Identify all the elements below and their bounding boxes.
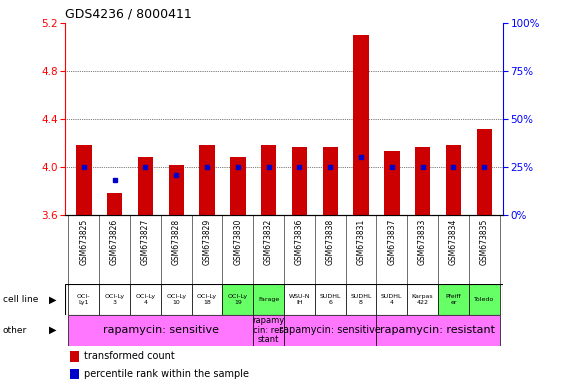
Bar [253,284,284,315]
Text: OCI-Ly
4: OCI-Ly 4 [135,294,156,305]
Text: GSM673838: GSM673838 [325,218,335,265]
Bar [70,369,80,379]
Bar [477,129,492,215]
Text: GSM673827: GSM673827 [141,218,150,265]
Text: GSM673825: GSM673825 [80,218,88,265]
Text: GSM673829: GSM673829 [203,218,211,265]
Text: Karpas
422: Karpas 422 [412,294,433,305]
Bar [137,157,153,215]
Bar [415,147,431,215]
Bar [68,315,253,346]
Text: rapamycin: sensitive: rapamycin: sensitive [103,325,219,335]
Bar [169,165,184,215]
Text: SUDHL
4: SUDHL 4 [381,294,403,305]
Bar [323,147,338,215]
Text: OCI-Ly
3: OCI-Ly 3 [105,294,124,305]
Text: GDS4236 / 8000411: GDS4236 / 8000411 [65,7,192,20]
Text: percentile rank within the sample: percentile rank within the sample [83,369,249,379]
Text: GSM673828: GSM673828 [172,218,181,265]
Bar [284,315,377,346]
Bar [377,284,407,315]
Text: GSM673831: GSM673831 [357,218,365,265]
Text: WSU-N
IH: WSU-N IH [289,294,310,305]
Bar [223,284,253,315]
Text: rapamycin: sensitive: rapamycin: sensitive [279,325,381,335]
Text: Pfeiff
er: Pfeiff er [445,294,461,305]
Text: GSM673832: GSM673832 [264,218,273,265]
Bar [261,146,276,215]
Bar [230,157,245,215]
Text: GSM673833: GSM673833 [418,218,427,265]
Text: GSM673836: GSM673836 [295,218,304,265]
Bar [76,146,91,215]
Text: ▶: ▶ [49,325,57,335]
Text: GSM673835: GSM673835 [480,218,488,265]
Text: GSM673830: GSM673830 [233,218,243,265]
Bar [99,284,130,315]
Bar [384,151,399,215]
Bar [446,146,461,215]
Bar [253,315,284,346]
Text: SUDHL
8: SUDHL 8 [350,294,371,305]
Text: GSM673834: GSM673834 [449,218,458,265]
Bar [191,284,223,315]
Text: Farage: Farage [258,297,279,302]
Text: cell line: cell line [3,295,38,304]
Bar [68,284,99,315]
Text: Toledo: Toledo [474,297,494,302]
Bar [70,351,80,362]
Bar [469,284,500,315]
Text: ▶: ▶ [49,295,57,305]
Text: OCI-Ly
10: OCI-Ly 10 [166,294,186,305]
Bar [377,315,500,346]
Text: rapamycin: resistant: rapamycin: resistant [381,325,495,335]
Text: rapamy
cin: res
stant: rapamy cin: res stant [252,316,285,344]
Text: transformed count: transformed count [83,351,174,361]
Text: other: other [3,326,27,335]
Bar [107,194,122,215]
Text: OCI-Ly
19: OCI-Ly 19 [228,294,248,305]
Text: SUDHL
6: SUDHL 6 [319,294,341,305]
Bar [199,146,215,215]
Text: GSM673826: GSM673826 [110,218,119,265]
Text: OCI-Ly
18: OCI-Ly 18 [197,294,217,305]
Bar [161,284,191,315]
Bar [284,284,315,315]
Bar [292,147,307,215]
Bar [353,35,369,215]
Text: OCI-
Ly1: OCI- Ly1 [77,294,90,305]
Bar [407,284,438,315]
Bar [345,284,377,315]
Bar [130,284,161,315]
Text: GSM673837: GSM673837 [387,218,396,265]
Bar [438,284,469,315]
Bar [315,284,345,315]
